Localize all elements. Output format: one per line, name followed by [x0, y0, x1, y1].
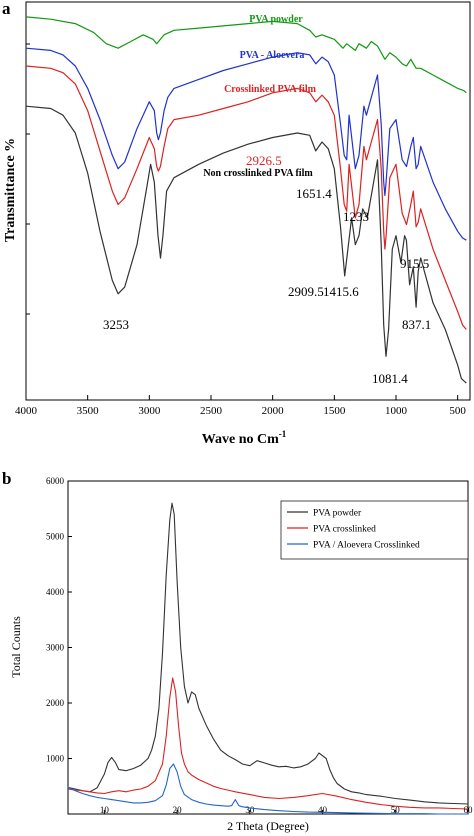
xrd-y-ticks: 1000 2000 3000 4000 5000 6000 — [46, 476, 72, 764]
xrd-x-tick-label: 30 — [245, 805, 255, 815]
ftir-x-axis-title-sup: -1 — [279, 429, 287, 439]
ftir-x-tick-label: 3500 — [77, 405, 100, 417]
peak-label-1415-6: 1415.6 — [323, 284, 359, 299]
ftir-series-lines — [25, 16, 467, 384]
xrd-series-lines — [67, 502, 469, 815]
ftir-series-labels: PVA powder PVA - Aloevera Crosslinked PVA … — [203, 14, 316, 179]
xrd-legend-label-pva-aloevera-crosslinked: PVA / Aloevera Crosslinked — [313, 541, 420, 551]
peak-label-2909-5: 2909.5 — [288, 284, 324, 299]
xrd-legend: PVA powder PVA crosslinked PVA / Aloevera … — [280, 500, 469, 560]
ftir-x-tick-label: 2500 — [200, 405, 223, 417]
ftir-y-ticks — [26, 43, 30, 315]
ftir-line-pva-aloevera — [25, 47, 467, 241]
xrd-y-tick-label: 6000 — [46, 476, 65, 486]
panel-letter-b: b — [2, 469, 11, 488]
ftir-x-tick-label: 1000 — [385, 405, 408, 417]
ftir-series-label-crosslinked-pva-film: Crosslinked PVA film — [224, 84, 317, 95]
peak-label-3253: 3253 — [103, 317, 129, 332]
xrd-line-pva-aloevera-crosslinked — [67, 763, 468, 815]
xrd-line-pva-crosslinked — [67, 677, 469, 810]
xrd-legend-label-pva-crosslinked: PVA crosslinked — [313, 525, 376, 535]
ftir-series-label-pva-aloevera: PVA - Aloevera — [240, 50, 305, 61]
xrd-x-ticks: 10 20 30 40 50 60 — [100, 805, 473, 815]
ftir-x-axis-title: Wave no Cm-1 — [202, 429, 287, 447]
xrd-line-pva-powder — [67, 502, 469, 805]
xrd-x-axis-title: 2 Theta (Degree) — [227, 819, 309, 833]
peak-label-915-5: 915.5 — [400, 256, 429, 271]
xrd-y-tick-label: 2000 — [46, 698, 65, 708]
ftir-x-tick-label: 500 — [449, 405, 466, 417]
ftir-series-label-non-crosslinked-pva-film: Non crosslinked PVA film — [203, 168, 313, 179]
panel-letter-a: a — [2, 0, 11, 18]
xrd-x-tick-label: 40 — [318, 805, 328, 815]
peak-label-1651-4: 1651.4 — [296, 186, 332, 201]
peak-label-837-1: 837.1 — [402, 317, 431, 332]
ftir-line-non-crosslinked-pva-film — [25, 105, 467, 384]
ftir-line-crosslinked-pva-film — [25, 65, 467, 330]
ftir-x-tick-label: 2000 — [262, 405, 285, 417]
xrd-y-tick-label: 5000 — [46, 532, 65, 542]
xrd-legend-box — [280, 500, 469, 560]
ftir-x-tick-label: 1500 — [323, 405, 346, 417]
xrd-legend-label-pva-powder: PVA powder — [313, 509, 362, 519]
xrd-x-tick-label: 60 — [464, 805, 474, 815]
xrd-x-tick-label: 50 — [391, 805, 401, 815]
xrd-x-tick-label: 10 — [100, 805, 110, 815]
xrd-y-tick-label: 1000 — [46, 754, 65, 764]
xrd-y-axis-title: Total Counts — [9, 616, 23, 678]
peak-label-1233: 1233 — [343, 209, 369, 224]
ftir-chart: a 4000 3500 3000 2500 2000 1500 1000 500 PVA po… — [2, 0, 471, 447]
ftir-peak-labels: 2926.5 2909.5 3253 1651.4 1233 1415.6 915.5 837… — [103, 153, 431, 386]
xrd-y-tick-label: 3000 — [46, 643, 65, 653]
ftir-x-tick-label: 4000 — [15, 405, 38, 417]
peak-label-1081-4: 1081.4 — [372, 371, 408, 386]
ftir-x-ticks: 4000 3500 3000 2500 2000 1500 1000 500 — [15, 395, 466, 417]
ftir-series-label-pva-powder: PVA powder — [249, 14, 303, 25]
ftir-line-pva-powder — [25, 16, 467, 94]
ftir-x-axis-title-text: Wave no Cm — [202, 432, 279, 447]
ftir-plot-frame — [25, 1, 471, 401]
peak-label-2926-5: 2926.5 — [246, 153, 282, 168]
ftir-x-tick-label: 3000 — [138, 405, 161, 417]
ftir-y-axis-title: Transmittance % — [3, 138, 18, 242]
xrd-x-tick-label: 20 — [173, 805, 183, 815]
xrd-y-tick-label: 4000 — [46, 587, 65, 597]
